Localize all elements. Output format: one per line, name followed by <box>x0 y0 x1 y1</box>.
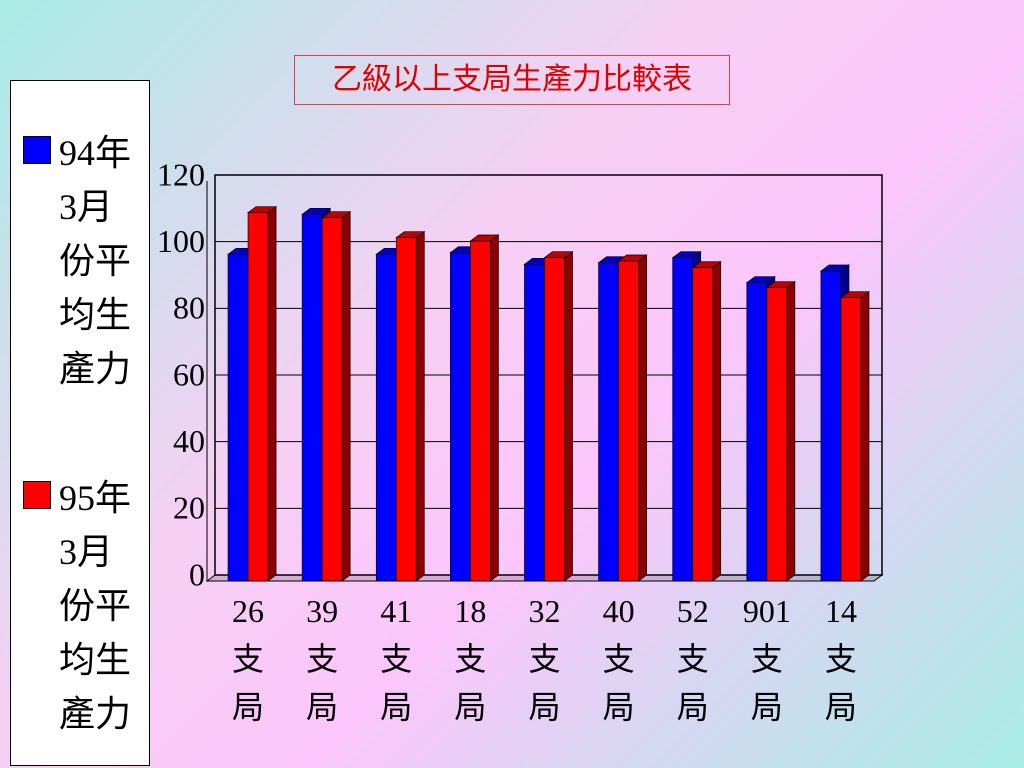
bar <box>544 257 565 582</box>
bar-side <box>415 230 425 582</box>
y-tick-label: 120 <box>157 156 205 192</box>
bar <box>470 240 491 582</box>
y-tick-label: 20 <box>173 490 205 526</box>
legend-label: 94年3月份平均生產力 <box>59 133 132 389</box>
x-tick-label: 14支局 <box>824 593 857 725</box>
x-tick-label: 901支局 <box>742 593 791 725</box>
bar <box>227 253 249 582</box>
x-tick-label: 39支局 <box>306 593 339 725</box>
bar <box>247 212 269 582</box>
bar-side <box>267 205 277 582</box>
chart-title: 乙級以上支局生產力比較表 <box>294 55 730 105</box>
bar <box>321 217 343 582</box>
x-tick-label: 26支局 <box>232 593 265 725</box>
bar <box>450 252 471 582</box>
y-tick-label: 0 <box>189 556 205 592</box>
y-tick-label: 40 <box>173 423 205 459</box>
bar-side <box>490 234 499 582</box>
legend-swatch <box>23 481 51 509</box>
bar <box>395 237 417 582</box>
bar-side <box>860 290 870 582</box>
bar-side <box>638 254 647 582</box>
bar <box>524 263 545 582</box>
y-tick-label: 80 <box>173 290 205 326</box>
y-tick-label: 60 <box>173 356 205 392</box>
legend: 94年3月份平均生產力 95年3月份平均生產力 <box>10 80 150 766</box>
x-tick-label: 32支局 <box>528 593 561 725</box>
bar <box>375 253 397 582</box>
x-tick-label: 40支局 <box>602 593 635 725</box>
y-tick-label: 100 <box>157 223 205 259</box>
bar-side <box>341 210 351 582</box>
bar <box>820 270 842 582</box>
bar-side <box>786 280 796 582</box>
bar <box>301 213 323 582</box>
bar <box>672 257 694 582</box>
legend-swatch <box>23 136 51 164</box>
bar <box>840 297 862 582</box>
bar <box>598 262 619 582</box>
legend-label: 95年3月份平均生產力 <box>59 478 132 734</box>
bar-side <box>712 260 722 582</box>
x-tick-label: 52支局 <box>676 593 709 725</box>
bar <box>746 282 768 582</box>
x-tick-label: 18支局 <box>454 593 487 725</box>
bar <box>766 287 788 582</box>
bar <box>692 267 714 582</box>
bar <box>618 260 639 582</box>
bar-side <box>564 250 573 582</box>
x-tick-label: 41支局 <box>380 593 413 725</box>
